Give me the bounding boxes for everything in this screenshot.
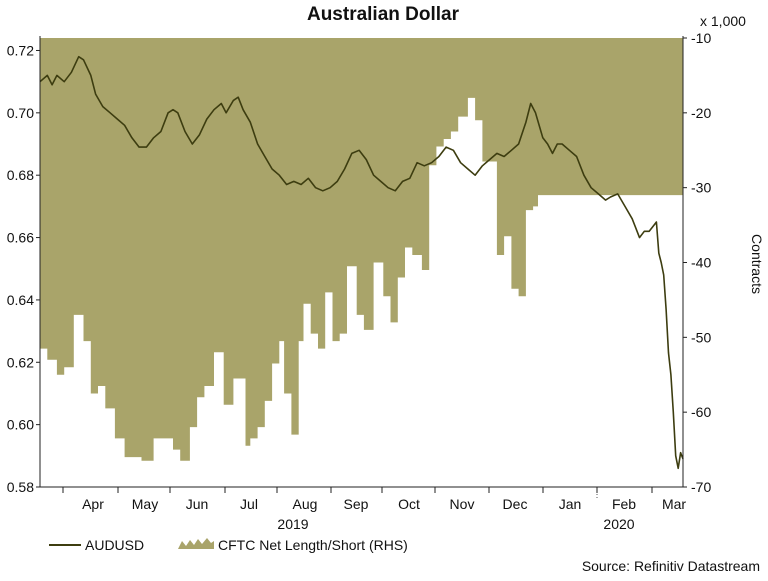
left-tick-label: 0.60 — [7, 417, 34, 433]
right-tick-label: -70 — [691, 479, 711, 495]
month-label: Aug — [293, 496, 318, 512]
legend-area-swatch — [178, 538, 214, 549]
month-label: Feb — [612, 496, 636, 512]
legend-label-audusd: AUDUSD — [85, 537, 144, 553]
left-tick-label: 0.68 — [7, 167, 34, 183]
right-tick-label: -40 — [691, 255, 711, 271]
left-tick-label: 0.70 — [7, 105, 34, 121]
legend-label-cftc: CFTC Net Length/Short (RHS) — [218, 537, 408, 553]
month-label: Sep — [344, 496, 369, 512]
right-tick-label: -60 — [691, 404, 711, 420]
month-label: Jan — [559, 496, 582, 512]
plot-area — [39, 38, 684, 470]
axes: 0.72 0.70 0.68 0.66 0.64 0.62 0.60 0.58 -10 -20 -3… — [7, 30, 712, 512]
month-label: Oct — [398, 496, 420, 512]
left-tick-label: 0.66 — [7, 230, 34, 246]
month-label: May — [132, 496, 158, 512]
month-label: Jul — [240, 496, 258, 512]
left-tick-label: 0.72 — [7, 42, 34, 58]
audusd-line — [39, 55, 684, 470]
left-tick-label: 0.62 — [7, 354, 34, 370]
month-label: Mar — [662, 496, 686, 512]
right-tick-label: -30 — [691, 180, 711, 196]
right-tick-label: -20 — [691, 105, 711, 121]
cftc-area — [40, 38, 683, 461]
chart-title: Australian Dollar — [307, 4, 460, 25]
left-tick-label: 0.58 — [7, 479, 34, 495]
legend: AUDUSD CFTC Net Length/Short (RHS) — [49, 537, 408, 553]
right-tick-label: -50 — [691, 329, 711, 345]
month-label: Dec — [503, 496, 528, 512]
month-label: Nov — [450, 496, 475, 512]
month-label: Jun — [186, 496, 209, 512]
year-label-2020: 2020 — [603, 516, 634, 532]
right-tick-label: -10 — [691, 30, 711, 46]
year-label-2019: 2019 — [277, 516, 308, 532]
left-tick-label: 0.64 — [7, 292, 34, 308]
right-axis-title: Contracts — [749, 234, 765, 294]
source-note: Source: Refinitiv Datastream — [582, 558, 760, 574]
right-axis-unit-label: x 1,000 — [700, 13, 746, 29]
month-label: Apr — [82, 496, 104, 512]
